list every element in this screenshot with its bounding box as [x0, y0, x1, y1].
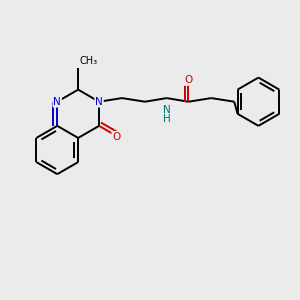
- Text: CH₃: CH₃: [80, 56, 98, 66]
- Text: N
H: N H: [163, 105, 170, 124]
- Text: O: O: [184, 75, 193, 85]
- Text: O: O: [112, 132, 121, 142]
- Text: N: N: [53, 97, 61, 107]
- Text: N: N: [95, 97, 103, 107]
